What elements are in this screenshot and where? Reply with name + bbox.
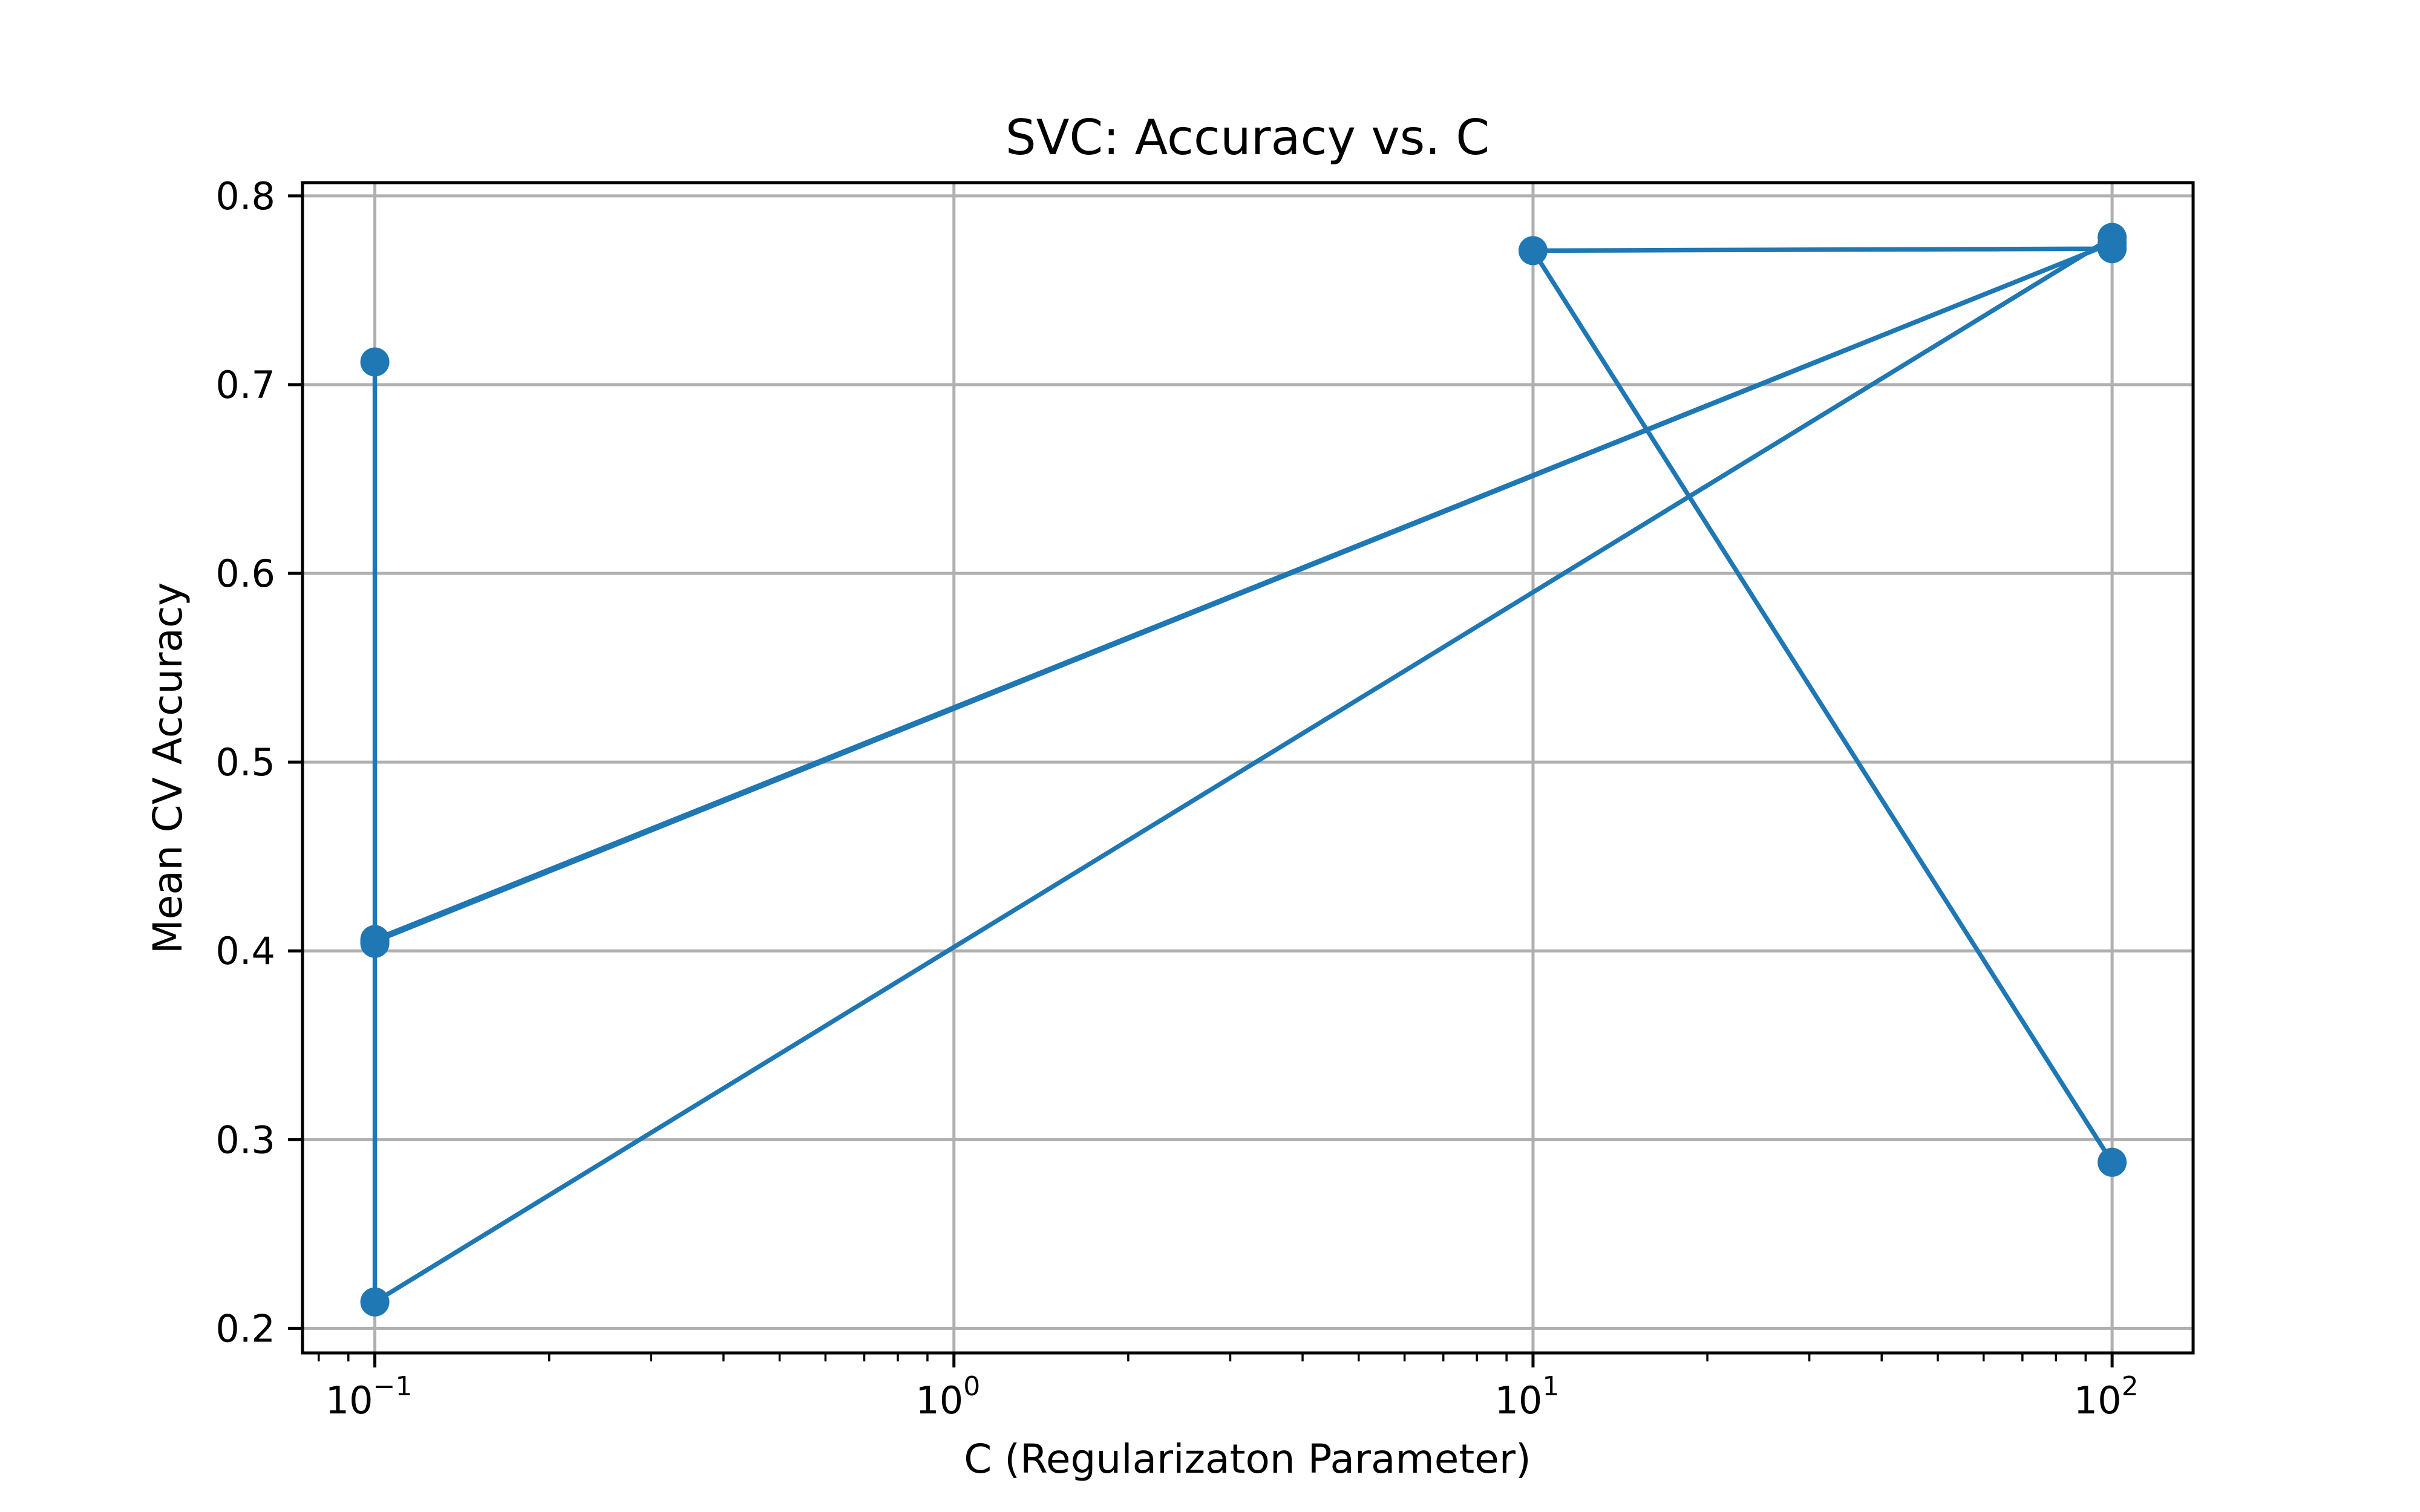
data-point [360,927,390,956]
chart-title: SVC: Accuracy vs. C [1006,109,1490,166]
major-ticks [288,194,2114,1367]
tick-labels: 10−1 100 101 102 0.2 0.3 0.4 0.5 0.6 0.7 0.8 [215,174,2138,1422]
x-tick-label: 100 [915,1371,980,1422]
y-tick-label: 0.3 [215,1118,275,1162]
y-tick-label: 0.4 [215,929,275,973]
y-tick-label: 0.2 [215,1306,275,1351]
data-point [1518,236,1548,266]
data-point [2098,234,2127,264]
y-axis-label: Mean CV Accuracy [145,582,191,954]
x-tick-label: 102 [2074,1371,2139,1422]
plot-frame [301,181,2195,1355]
grid-lines [302,183,2193,1353]
series-layer [360,223,2127,1317]
y-tick-label: 0.7 [215,363,275,407]
x-tick-label: 10−1 [325,1371,413,1422]
data-point [360,347,390,377]
y-tick-label: 0.6 [215,552,275,596]
data-point [2098,1147,2127,1177]
y-tick-label: 0.5 [215,740,275,784]
series-line [372,235,2114,1305]
y-tick-label: 0.8 [215,174,275,218]
data-point [360,1287,390,1317]
x-axis-label: C (Regularizaton Parameter) [964,1436,1531,1482]
x-tick-label: 101 [1494,1371,1559,1422]
